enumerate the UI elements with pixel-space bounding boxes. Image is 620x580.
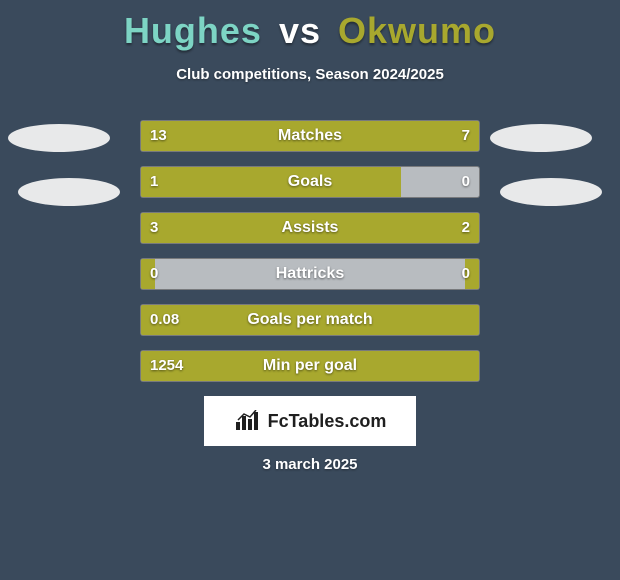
avatar-ellipse xyxy=(18,178,120,206)
fctables-logo: FcTables.com xyxy=(204,396,416,446)
stat-value-left: 13 xyxy=(150,120,167,152)
bar-track xyxy=(140,166,480,198)
bar-track xyxy=(140,212,480,244)
vs-text: vs xyxy=(279,10,321,51)
stat-row: 1254Min per goal xyxy=(0,350,620,382)
bar-left-fill xyxy=(141,167,401,197)
chart-icon xyxy=(234,410,262,432)
avatar-ellipse xyxy=(8,124,110,152)
stat-value-left: 1 xyxy=(150,166,158,198)
avatar-ellipse xyxy=(500,178,602,206)
bar-track xyxy=(140,120,480,152)
stats-container: 137Matches10Goals32Assists00Hattricks0.0… xyxy=(0,120,620,396)
player2-name: Okwumo xyxy=(338,10,496,51)
bar-left-fill xyxy=(141,213,344,243)
subtitle: Club competitions, Season 2024/2025 xyxy=(0,66,620,83)
player1-name: Hughes xyxy=(124,10,262,51)
bar-right-fill xyxy=(344,213,479,243)
bar-left-fill xyxy=(141,121,361,151)
stat-value-left: 3 xyxy=(150,212,158,244)
bar-track xyxy=(140,350,480,382)
stat-value-left: 1254 xyxy=(150,350,183,382)
bar-track xyxy=(140,258,480,290)
stat-row: 00Hattricks xyxy=(0,258,620,290)
stat-value-right: 0 xyxy=(462,258,470,290)
logo-text: FcTables.com xyxy=(268,411,387,432)
stat-row: 0.08Goals per match xyxy=(0,304,620,336)
avatar-ellipse xyxy=(490,124,592,152)
stat-value-right: 7 xyxy=(462,120,470,152)
comparison-title: Hughes vs Okwumo xyxy=(0,0,620,52)
bar-left-fill xyxy=(141,305,479,335)
bar-track xyxy=(140,304,480,336)
stat-value-right: 2 xyxy=(462,212,470,244)
footer-date: 3 march 2025 xyxy=(0,456,620,473)
bar-left-fill xyxy=(141,351,479,381)
stat-row: 32Assists xyxy=(0,212,620,244)
stat-value-left: 0 xyxy=(150,258,158,290)
stat-value-right: 0 xyxy=(462,166,470,198)
stat-value-left: 0.08 xyxy=(150,304,179,336)
